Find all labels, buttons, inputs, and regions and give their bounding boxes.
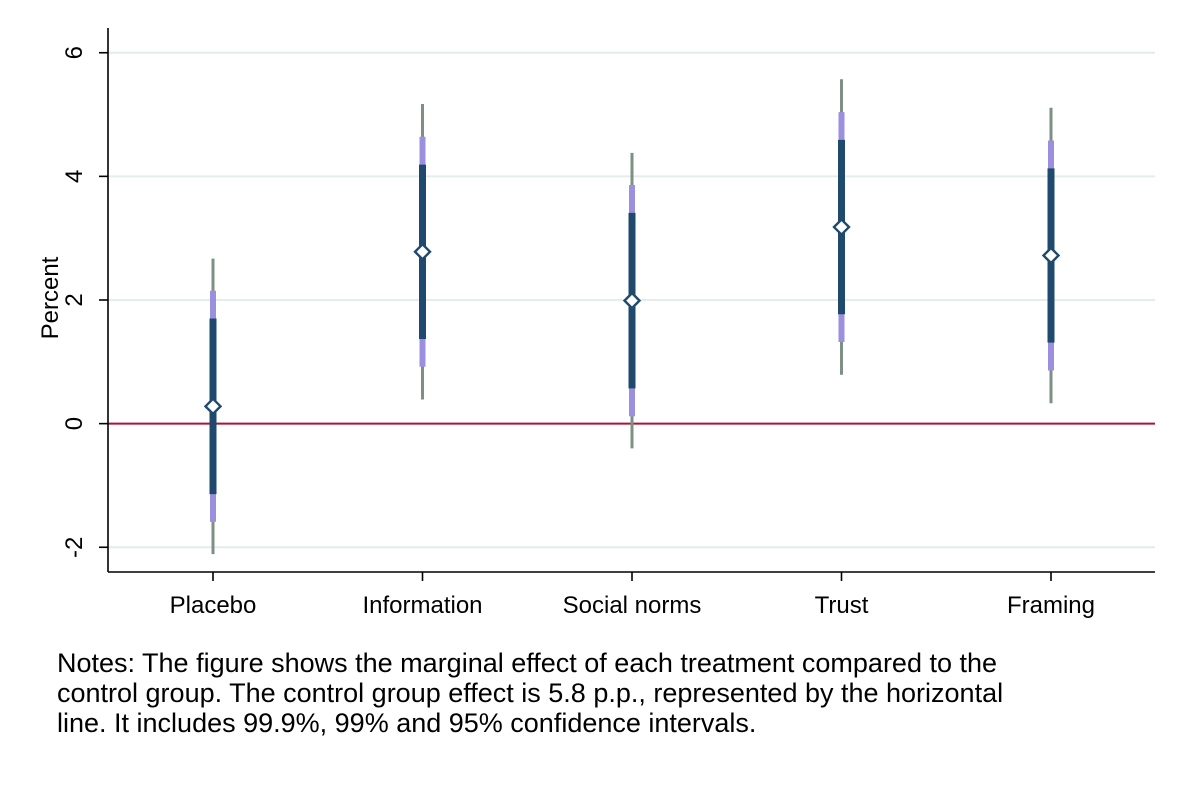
y-tick-label: 6 xyxy=(61,46,88,59)
notes-line: Notes: The figure shows the marginal eff… xyxy=(57,648,998,678)
notes-line: line. It includes 99.9%, 99% and 95% con… xyxy=(57,708,757,738)
y-tick-label: 2 xyxy=(61,293,88,306)
axes: -2 0 2 4 6 Placebo Information Social norms Trus… xyxy=(61,28,1155,619)
notes-line: control group. The control group effect … xyxy=(57,678,1004,708)
y-tick-label: -2 xyxy=(61,537,88,558)
x-tick-label: Framing xyxy=(1007,592,1095,619)
point-estimate-marker xyxy=(832,217,851,237)
confidence-intervals xyxy=(209,79,1055,555)
figure-notes: Notes: The figure shows the marginal eff… xyxy=(57,648,1167,738)
point-estimate-marker xyxy=(1041,246,1061,265)
coefficient-plot: -2 0 2 4 6 Placebo Information Social norms Trus… xyxy=(37,28,1155,619)
point-estimate-marker xyxy=(203,397,223,416)
x-tick-label: Placebo xyxy=(170,592,257,619)
point-estimates xyxy=(203,217,1061,416)
point-estimate-marker xyxy=(413,242,432,261)
y-tick-label: 0 xyxy=(61,417,88,430)
x-tick-label: Information xyxy=(362,592,482,619)
x-tick-label: Trust xyxy=(815,592,869,619)
y-axis-label: Percent xyxy=(37,256,64,339)
x-tick-label: Social norms xyxy=(563,592,702,619)
point-estimate-marker xyxy=(622,291,642,310)
y-tick-label: 4 xyxy=(61,170,88,183)
